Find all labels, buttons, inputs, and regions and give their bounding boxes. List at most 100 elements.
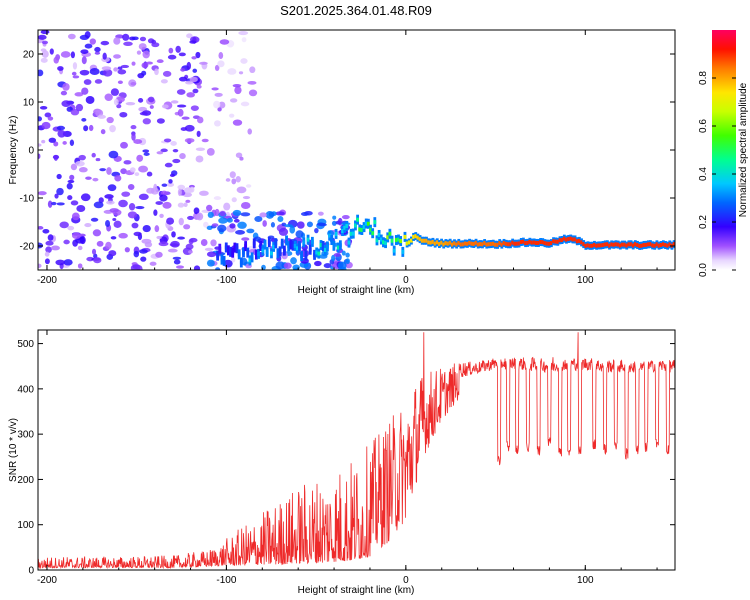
noise-blob bbox=[170, 240, 180, 248]
noise-blob bbox=[203, 221, 209, 228]
ridge-core bbox=[500, 242, 504, 247]
noise-blob bbox=[142, 224, 151, 233]
noise-blob bbox=[156, 151, 164, 155]
noise-blob bbox=[196, 84, 202, 89]
noise-blob bbox=[195, 147, 206, 151]
noise-blob bbox=[62, 141, 67, 145]
ridge-core bbox=[605, 242, 609, 247]
noise-blob bbox=[345, 252, 350, 258]
noise-blob bbox=[332, 215, 337, 220]
noise-blob bbox=[38, 69, 44, 77]
noise-blob bbox=[242, 195, 251, 200]
ridge-core bbox=[655, 242, 659, 247]
noise-blob bbox=[83, 79, 92, 85]
ridge-core bbox=[321, 243, 325, 248]
noise-blob bbox=[136, 50, 142, 55]
ridge-core bbox=[621, 242, 624, 247]
noise-blob bbox=[149, 105, 154, 109]
ridge-core bbox=[640, 243, 644, 248]
noise-blob bbox=[195, 155, 204, 163]
noise-blob bbox=[92, 248, 97, 255]
noise-blob bbox=[127, 211, 138, 219]
ridge-core bbox=[442, 242, 446, 247]
ridge-core bbox=[481, 242, 484, 247]
noise-blob bbox=[341, 250, 346, 256]
ridge-core bbox=[646, 242, 650, 247]
noise-blob bbox=[191, 56, 197, 60]
spectrogram-y-label: Frequency (Hz) bbox=[8, 116, 19, 185]
noise-blob bbox=[69, 139, 75, 147]
noise-blob bbox=[44, 251, 50, 257]
ridge-core bbox=[571, 237, 575, 242]
noise-blob bbox=[270, 222, 275, 228]
noise-blob bbox=[239, 156, 244, 161]
ridge-core bbox=[457, 240, 461, 245]
noise-blob bbox=[184, 138, 195, 143]
ridge-core bbox=[369, 227, 372, 232]
noise-blob bbox=[78, 167, 88, 173]
noise-blob bbox=[177, 236, 185, 240]
ridge-core bbox=[248, 258, 252, 263]
noise-blob bbox=[81, 56, 87, 65]
ridge-core bbox=[364, 221, 368, 226]
ridge-core bbox=[242, 250, 245, 255]
noise-blob bbox=[100, 129, 106, 135]
noise-blob bbox=[49, 48, 54, 55]
ridge-core bbox=[351, 231, 355, 236]
noise-blob bbox=[179, 152, 186, 160]
noise-blob bbox=[240, 58, 248, 64]
spectrogram-noise bbox=[38, 30, 353, 270]
ridge-core bbox=[575, 239, 579, 244]
noise-blob bbox=[175, 265, 185, 269]
ridge-core bbox=[496, 242, 499, 247]
noise-blob bbox=[235, 152, 243, 158]
noise-blob bbox=[74, 92, 84, 97]
noise-blob bbox=[238, 71, 244, 75]
noise-blob bbox=[213, 196, 222, 201]
noise-blob bbox=[69, 174, 75, 181]
ridge-core bbox=[453, 241, 456, 246]
ridge-core bbox=[657, 243, 661, 248]
noise-blob bbox=[142, 149, 150, 153]
noise-blob bbox=[57, 66, 64, 71]
ridge-core bbox=[494, 242, 497, 247]
noise-blob bbox=[38, 191, 47, 196]
noise-blob bbox=[80, 193, 91, 202]
noise-blob bbox=[185, 80, 194, 85]
ridge-core bbox=[534, 240, 538, 245]
noise-blob bbox=[213, 100, 221, 109]
noise-blob bbox=[102, 68, 113, 77]
noise-blob bbox=[155, 251, 163, 258]
ridge-core bbox=[472, 241, 476, 246]
noise-blob bbox=[113, 37, 121, 45]
noise-blob bbox=[337, 261, 347, 270]
noise-blob bbox=[85, 95, 95, 104]
noise-blob bbox=[117, 69, 127, 75]
noise-blob bbox=[117, 66, 123, 70]
noise-blob bbox=[162, 201, 172, 209]
ridge-core bbox=[403, 234, 407, 239]
noise-blob bbox=[156, 118, 165, 124]
noise-blob bbox=[306, 221, 313, 228]
noise-blob bbox=[120, 141, 128, 149]
ridge-core bbox=[506, 242, 510, 247]
noise-blob bbox=[54, 193, 59, 199]
noise-blob bbox=[215, 267, 221, 270]
noise-blob bbox=[284, 224, 293, 228]
noise-blob bbox=[240, 101, 250, 107]
ridge-core bbox=[332, 243, 336, 248]
noise-blob bbox=[116, 104, 122, 109]
ridge-core bbox=[450, 242, 454, 247]
noise-blob bbox=[172, 256, 182, 260]
ridge-core bbox=[397, 237, 400, 242]
noise-blob bbox=[197, 116, 204, 124]
noise-blob bbox=[146, 187, 155, 194]
noise-blob bbox=[124, 247, 130, 253]
noise-blob bbox=[76, 204, 86, 213]
noise-blob bbox=[131, 36, 139, 41]
y-tick-label: 500 bbox=[17, 339, 34, 350]
noise-blob bbox=[225, 178, 231, 182]
noise-blob bbox=[131, 61, 136, 66]
ridge-core bbox=[524, 241, 527, 246]
ridge-core bbox=[298, 244, 301, 249]
